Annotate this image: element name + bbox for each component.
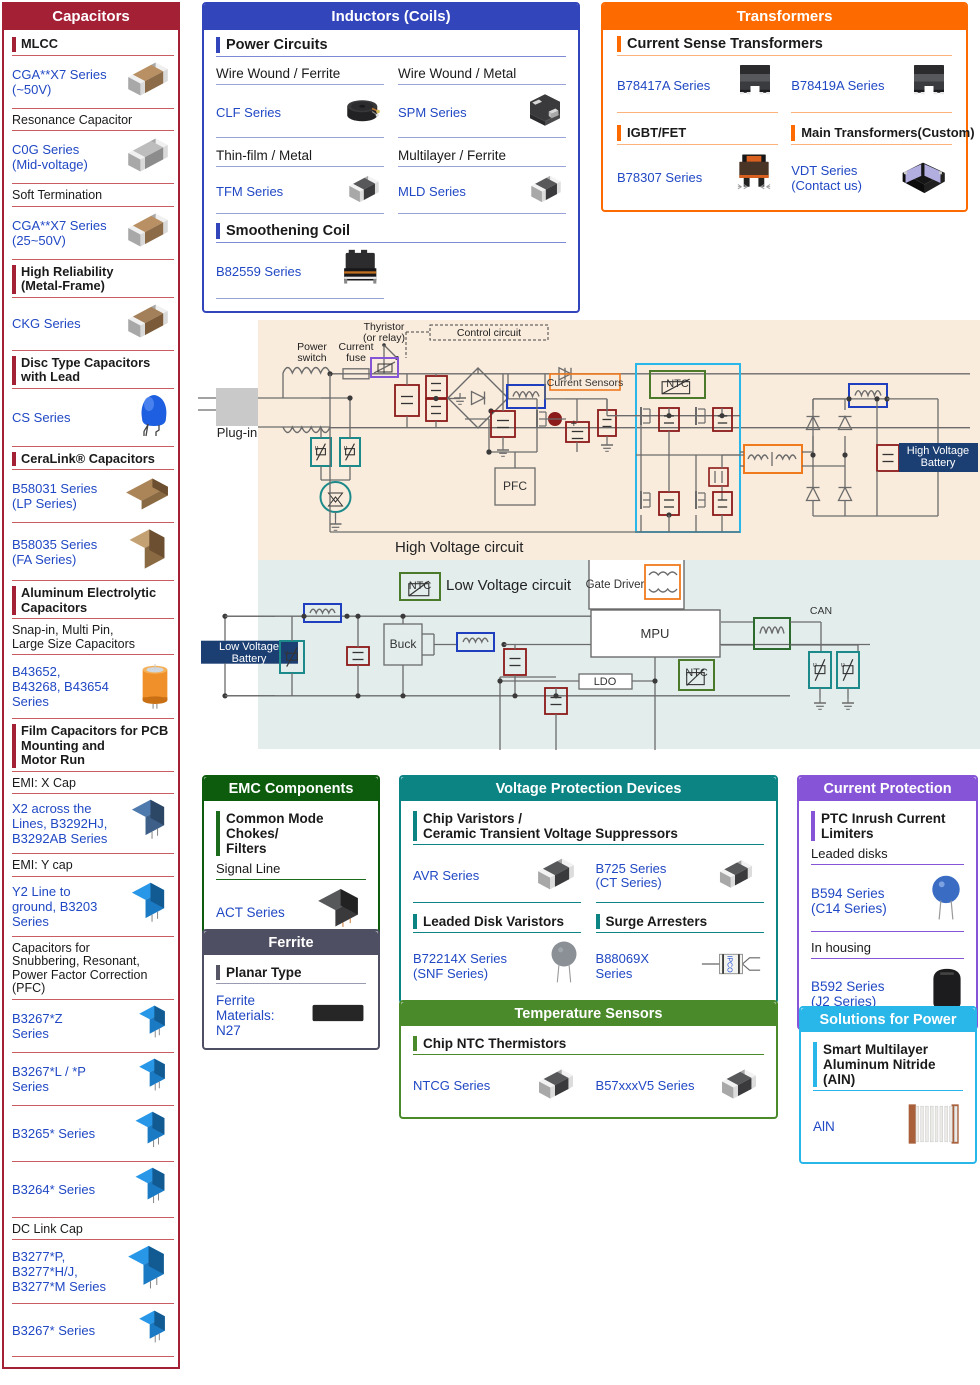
svg-text:MPU: MPU	[641, 626, 670, 641]
svg-text:Battery: Battery	[921, 457, 956, 469]
svg-text:υ: υ	[315, 445, 319, 452]
svg-text:High Voltage circuit: High Voltage circuit	[395, 539, 524, 556]
svg-text:NTC: NTC	[666, 378, 689, 390]
svg-text:LDO: LDO	[594, 676, 617, 688]
svg-text:Control circuit: Control circuit	[457, 327, 521, 339]
svg-text:υ: υ	[813, 662, 817, 669]
svg-text:IPCO: IPCO	[725, 955, 732, 973]
svg-text:PFC: PFC	[503, 479, 527, 493]
svg-text:Plug-in: Plug-in	[217, 425, 257, 440]
svg-text:Current Sensors: Current Sensors	[547, 377, 623, 389]
svg-text:CAN: CAN	[810, 605, 832, 617]
svg-text:fuse: fuse	[346, 352, 366, 364]
svg-text:Low Voltage: Low Voltage	[219, 641, 279, 653]
svg-text:Gate Driver: Gate Driver	[586, 579, 645, 591]
svg-text:Battery: Battery	[232, 653, 267, 665]
svg-text:High Voltage: High Voltage	[907, 445, 969, 457]
svg-text:υ: υ	[841, 662, 845, 669]
svg-text:Low Voltage circuit: Low Voltage circuit	[446, 577, 572, 594]
svg-text:+: +	[571, 418, 577, 430]
svg-text:switch: switch	[297, 352, 326, 364]
svg-text:(or relay): (or relay)	[363, 332, 405, 344]
svg-text:Buck: Buck	[390, 637, 418, 651]
svg-text:υ: υ	[344, 445, 348, 452]
svg-text:υ: υ	[284, 649, 288, 656]
